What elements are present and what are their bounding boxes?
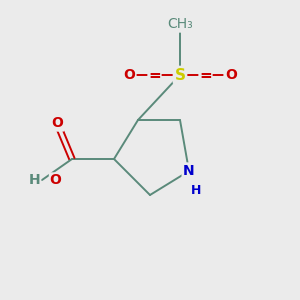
Text: N: N: [183, 164, 195, 178]
Text: CH₃: CH₃: [167, 17, 193, 31]
Text: H: H: [29, 173, 40, 187]
Text: =: =: [148, 68, 161, 82]
Text: O: O: [51, 116, 63, 130]
Text: =: =: [199, 68, 212, 82]
Text: S: S: [175, 68, 185, 82]
Text: O: O: [50, 173, 61, 187]
Text: O: O: [225, 68, 237, 82]
Text: O: O: [123, 68, 135, 82]
Text: H: H: [191, 184, 202, 197]
